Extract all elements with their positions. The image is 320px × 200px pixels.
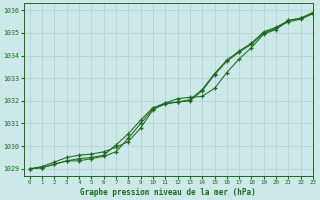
X-axis label: Graphe pression niveau de la mer (hPa): Graphe pression niveau de la mer (hPa) xyxy=(80,188,256,197)
